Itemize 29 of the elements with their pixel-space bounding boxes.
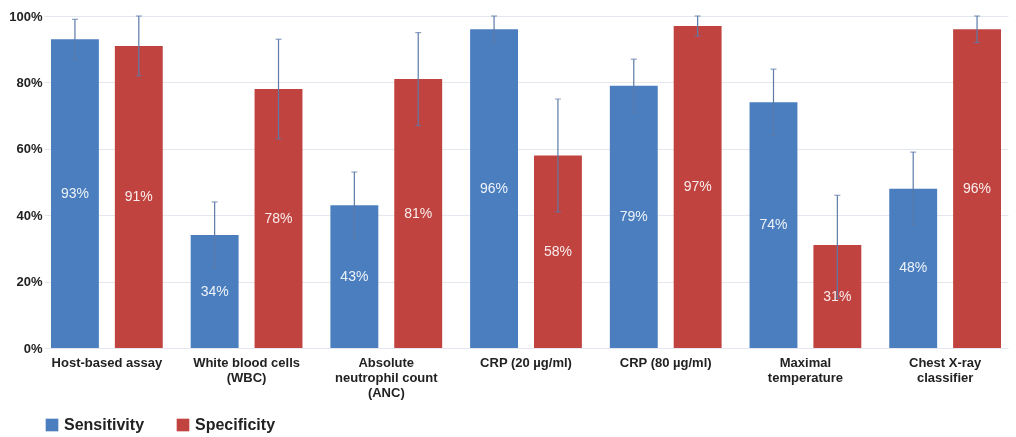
- data-label: 93%: [60, 184, 89, 201]
- legend-label: Sensitivity: [64, 416, 145, 433]
- data-label: 96%: [963, 179, 992, 196]
- data-label: 81%: [404, 204, 433, 221]
- y-tick-label: 20%: [16, 274, 43, 290]
- data-label: 96%: [480, 179, 509, 196]
- data-label: 78%: [264, 209, 293, 226]
- y-tick-label: 100%: [9, 8, 43, 24]
- x-tick-label: CRP (20 µg/ml): [480, 354, 572, 370]
- x-tick-label: Maximal temperature: [767, 354, 843, 385]
- legend-label: Specificity: [195, 416, 276, 433]
- data-label: 74%: [759, 216, 788, 233]
- data-label: 31%: [823, 287, 852, 304]
- x-tick-label: Absolute neutrophil count (ANC): [335, 354, 439, 400]
- data-label: 97%: [683, 177, 712, 194]
- data-label: 43%: [340, 267, 369, 284]
- x-tick-label: Host-based assay: [51, 354, 163, 370]
- y-tick-label: 0%: [23, 340, 43, 356]
- y-tick-label: 80%: [16, 74, 43, 90]
- data-label: 34%: [200, 282, 229, 299]
- data-label: 58%: [543, 242, 572, 259]
- x-tick-label: White blood cells (WBC): [193, 354, 301, 385]
- x-tick-label: CRP (80 µg/ml): [619, 354, 712, 370]
- y-tick-label: 60%: [16, 141, 43, 157]
- x-tick-label: Chest X-ray classifier: [909, 354, 983, 385]
- data-label: 48%: [899, 259, 928, 276]
- y-tick-label: 40%: [16, 207, 43, 223]
- data-label: 91%: [124, 187, 153, 204]
- data-label: 79%: [619, 207, 648, 224]
